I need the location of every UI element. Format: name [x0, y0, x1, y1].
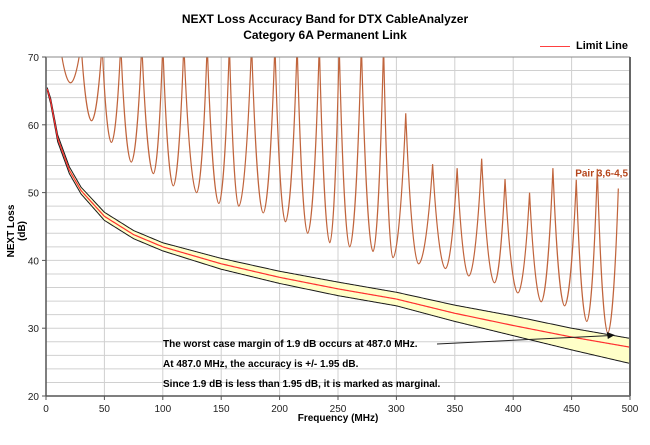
measured-trace	[61, 57, 619, 334]
x-tick-label: 50	[99, 404, 111, 415]
accuracy-band	[46, 87, 631, 364]
legend-limit-line-swatch	[540, 45, 570, 47]
pair-label: Pair 3,6-4,5	[575, 168, 628, 179]
y-tick-label: 30	[28, 324, 40, 335]
x-axis-label: Frequency (MHz)	[297, 413, 379, 424]
accuracy-band-lower	[46, 90, 631, 364]
x-tick-label: 250	[330, 404, 347, 415]
accuracy-band-fill	[47, 87, 631, 364]
chart-title: NEXT Loss Accuracy Band for DTX CableAna…	[181, 12, 469, 26]
accuracy-band-upper	[46, 87, 631, 339]
axes: 20 30 40 50 60 70 0 50 100 150 200 250 300 350 400 450 5…	[28, 53, 639, 415]
x-tick-label: 450	[563, 404, 580, 415]
y-tick-label: 70	[28, 53, 40, 64]
legend-limit-line-label: Limit Line	[576, 40, 628, 52]
x-tick-label: 400	[505, 404, 522, 415]
y-tick-label: 60	[28, 121, 40, 132]
annotation-arrow-line	[436, 335, 609, 345]
x-tick-label: 100	[154, 404, 171, 415]
x-tick-label: 150	[213, 404, 230, 415]
annotation-arrow-head	[606, 331, 615, 339]
y-tick-label: 20	[28, 392, 40, 403]
measured-pair-trace	[61, 57, 619, 334]
x-tick-label: 350	[446, 404, 463, 415]
annotation-line: Since 1.9 dB is less than 1.95 dB, it is…	[163, 379, 441, 390]
x-tick-label: 300	[388, 404, 405, 415]
y-axis-label: NEXT Loss (dB)	[6, 204, 28, 258]
annotations: Pair 3,6-4,5 The worst case margin of 1.9…	[163, 168, 628, 390]
annotation-line: The worst case margin of 1.9 dB occurs a…	[163, 339, 418, 350]
y-tick-label: 50	[28, 189, 40, 200]
chart-subtitle: Category 6A Permanent Link	[243, 28, 407, 42]
x-tick-label: 500	[622, 404, 639, 415]
legend: Limit Line	[540, 40, 628, 52]
annotation-line: At 487.0 MHz, the accuracy is +/- 1.95 d…	[163, 359, 359, 370]
x-tick-label: 0	[43, 404, 49, 415]
x-tick-label: 200	[271, 404, 288, 415]
y-tick-label: 40	[28, 256, 40, 267]
limit-line	[46, 88, 631, 348]
